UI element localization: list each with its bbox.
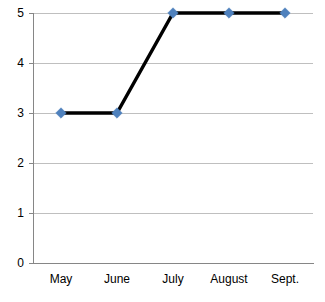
grid-line xyxy=(33,213,313,214)
y-tick-label: 0 xyxy=(17,256,24,270)
series xyxy=(56,8,290,118)
y-tick-mark xyxy=(29,263,33,264)
plot: 0 1 2 3 4 5 May June July August Sept. xyxy=(17,6,313,285)
x-tick-label: August xyxy=(210,272,248,286)
grid xyxy=(33,13,313,263)
y-tick: 0 xyxy=(17,256,33,270)
y-axis: 0 1 2 3 4 5 xyxy=(17,6,33,270)
y-tick-label: 4 xyxy=(17,56,24,70)
y-tick-label: 5 xyxy=(17,6,24,20)
x-tick-label: May xyxy=(50,272,73,286)
y-tick: 2 xyxy=(17,156,33,170)
marker xyxy=(56,108,66,118)
y-tick-label: 1 xyxy=(17,206,24,220)
x-axis: May June July August Sept. xyxy=(34,263,314,286)
x-axis-line xyxy=(34,263,314,264)
x-tick: June xyxy=(104,263,130,286)
grid-line xyxy=(33,263,313,264)
y-tick-label: 3 xyxy=(17,106,24,120)
y-tick-mark xyxy=(29,63,33,64)
x-tick: Sept. xyxy=(271,263,299,286)
y-tick: 4 xyxy=(17,56,33,70)
y-tick: 5 xyxy=(17,6,33,20)
y-tick-label: 2 xyxy=(17,156,24,170)
y-tick-mark xyxy=(29,213,33,214)
chart: 0 1 2 3 4 5 May June July August Sept. xyxy=(0,0,325,302)
x-tick: May xyxy=(50,263,73,286)
marker xyxy=(224,8,234,18)
y-tick: 1 xyxy=(17,206,33,220)
y-tick-mark xyxy=(29,113,33,114)
x-tick-label: July xyxy=(162,272,183,286)
line xyxy=(61,13,285,113)
x-tick-label: June xyxy=(104,272,130,286)
marker xyxy=(280,8,290,18)
marker xyxy=(168,8,178,18)
y-tick-mark xyxy=(29,13,33,14)
grid-line xyxy=(33,63,313,64)
grid-line xyxy=(33,163,313,164)
y-tick: 3 xyxy=(17,106,33,120)
y-tick-mark xyxy=(29,163,33,164)
x-tick-label: Sept. xyxy=(271,272,299,286)
x-tick: August xyxy=(210,263,248,286)
y-axis-line xyxy=(29,14,34,264)
marker xyxy=(112,108,122,118)
x-tick: July xyxy=(162,263,183,286)
